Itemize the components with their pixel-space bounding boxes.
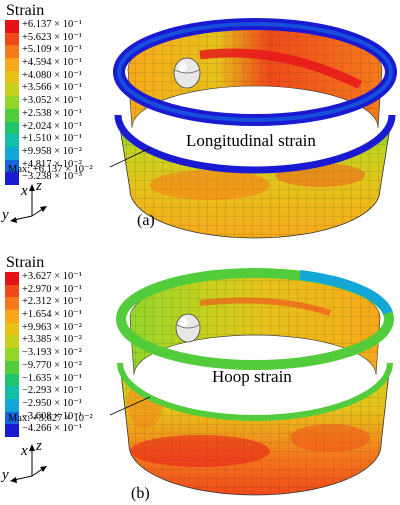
legend-label: +5.623 × 10⁻¹ bbox=[22, 31, 82, 43]
legend-swatch bbox=[5, 424, 19, 437]
rim-blue-segment bbox=[299, 270, 393, 315]
legend-label: +4.080 × 10⁻¹ bbox=[22, 69, 82, 81]
legend-label: +6.137 × 10⁻¹ bbox=[22, 19, 82, 30]
legend-title: Strain bbox=[6, 254, 45, 271]
legend-swatch bbox=[5, 108, 19, 122]
coordinate-axes bbox=[10, 444, 47, 483]
legend-label: −2.293 × 10⁻¹ bbox=[22, 385, 82, 397]
legend-label: +5.109 × 10⁻¹ bbox=[22, 44, 82, 56]
legend-swatch bbox=[5, 45, 19, 59]
legend-label: −3.608 × 10⁻¹ bbox=[22, 410, 82, 422]
ring-top-rim bbox=[116, 268, 394, 370]
panel-caption: (b) bbox=[131, 485, 150, 502]
max-value-label: Max: +6.137 × 10⁻² bbox=[8, 164, 93, 175]
max-leader-line bbox=[109, 147, 151, 168]
legend-label: +2.312 × 10⁻¹ bbox=[22, 296, 82, 308]
legend-label: +9.958 × 10⁻² bbox=[22, 145, 82, 157]
legend-swatch bbox=[5, 348, 19, 361]
panel-longitudinal-strain: Strain +6.137 × 10⁻¹ +5.623 × 10⁻¹ +5.10… bbox=[0, 0, 400, 252]
legend-swatch bbox=[5, 121, 19, 135]
axis-label-x: x bbox=[21, 443, 28, 459]
strain-type-label: Hoop strain bbox=[212, 367, 292, 386]
ring-front-rim bbox=[117, 362, 393, 421]
hotspot-bands bbox=[127, 378, 370, 467]
coordinate-axes bbox=[10, 184, 47, 223]
max-leader-line bbox=[109, 396, 151, 416]
axis-label-z: z bbox=[36, 178, 42, 194]
legend-swatch bbox=[5, 134, 19, 147]
legend-label: +4.594 × 10⁻¹ bbox=[22, 57, 82, 69]
panel-caption: (a) bbox=[137, 212, 155, 229]
legend-swatch bbox=[5, 83, 19, 97]
legend-swatch bbox=[5, 58, 19, 71]
legend-label: +4.817 × 10⁻² bbox=[22, 158, 82, 170]
legend-swatch bbox=[5, 398, 19, 412]
axis-label-y: y bbox=[2, 207, 9, 223]
legend-swatch bbox=[5, 297, 19, 311]
legend-label: −4.266 × 10⁻¹ bbox=[22, 423, 82, 435]
legend-label: +1.654 × 10⁻¹ bbox=[22, 309, 82, 321]
legend-swatch bbox=[5, 284, 19, 298]
legend-swatch bbox=[5, 96, 19, 109]
legend-swatch bbox=[5, 335, 19, 349]
axis-label-z: z bbox=[36, 438, 42, 454]
legend-label: −2.950 × 10⁻¹ bbox=[22, 397, 82, 409]
ring-front-rim bbox=[114, 114, 396, 174]
legend-label: +9.963 × 10⁻² bbox=[22, 321, 82, 333]
legend-label: +1.510 × 10⁻¹ bbox=[22, 133, 82, 145]
legend-swatch bbox=[5, 373, 19, 387]
legend-label: +3.052 × 10⁻¹ bbox=[22, 95, 82, 107]
legend-label: −3.238 × 10⁻³ bbox=[22, 171, 82, 183]
legend-label: +2.024 × 10⁻¹ bbox=[22, 120, 82, 132]
legend-swatch bbox=[5, 20, 19, 33]
legend-label: −1.635 × 10⁻¹ bbox=[22, 372, 82, 384]
legend-swatch bbox=[5, 172, 19, 185]
legend-swatch bbox=[5, 159, 19, 173]
legend-swatch bbox=[5, 70, 19, 84]
legend-swatch bbox=[5, 322, 19, 336]
legend-title: Strain bbox=[6, 2, 45, 19]
axis-label-x: x bbox=[21, 183, 28, 199]
legend-swatch bbox=[5, 386, 19, 399]
legend-label: +2.538 × 10⁻¹ bbox=[22, 107, 82, 119]
legend-label: +3.627 × 10⁻¹ bbox=[22, 271, 82, 282]
legend-label: +2.970 × 10⁻¹ bbox=[22, 283, 82, 295]
panel-hoop-strain: Strain +3.627 × 10⁻¹ +2.970 × 10⁻¹ +2.31… bbox=[0, 253, 400, 505]
legend-label: −3.193 × 10⁻² bbox=[22, 347, 82, 359]
strain-type-label: Longitudinal strain bbox=[186, 131, 316, 150]
legend-swatch bbox=[5, 310, 19, 323]
max-value-label: Max: +3.627 × 10⁻² bbox=[8, 413, 93, 424]
max-strain-band bbox=[199, 48, 363, 90]
legend-swatch bbox=[5, 146, 19, 160]
legend-swatch bbox=[5, 272, 19, 285]
legend-label: +3.566 × 10⁻¹ bbox=[22, 82, 82, 94]
legend-label: −9.770 × 10⁻² bbox=[22, 359, 82, 371]
ring-model-longitudinal bbox=[109, 18, 397, 239]
axis-label-y: y bbox=[2, 467, 9, 483]
ring-model-hoop bbox=[109, 268, 394, 496]
legend-swatch bbox=[5, 411, 19, 425]
legend-swatch bbox=[5, 32, 19, 46]
legend-swatch bbox=[5, 360, 19, 374]
legend-label: +3.385 × 10⁻² bbox=[22, 334, 82, 346]
